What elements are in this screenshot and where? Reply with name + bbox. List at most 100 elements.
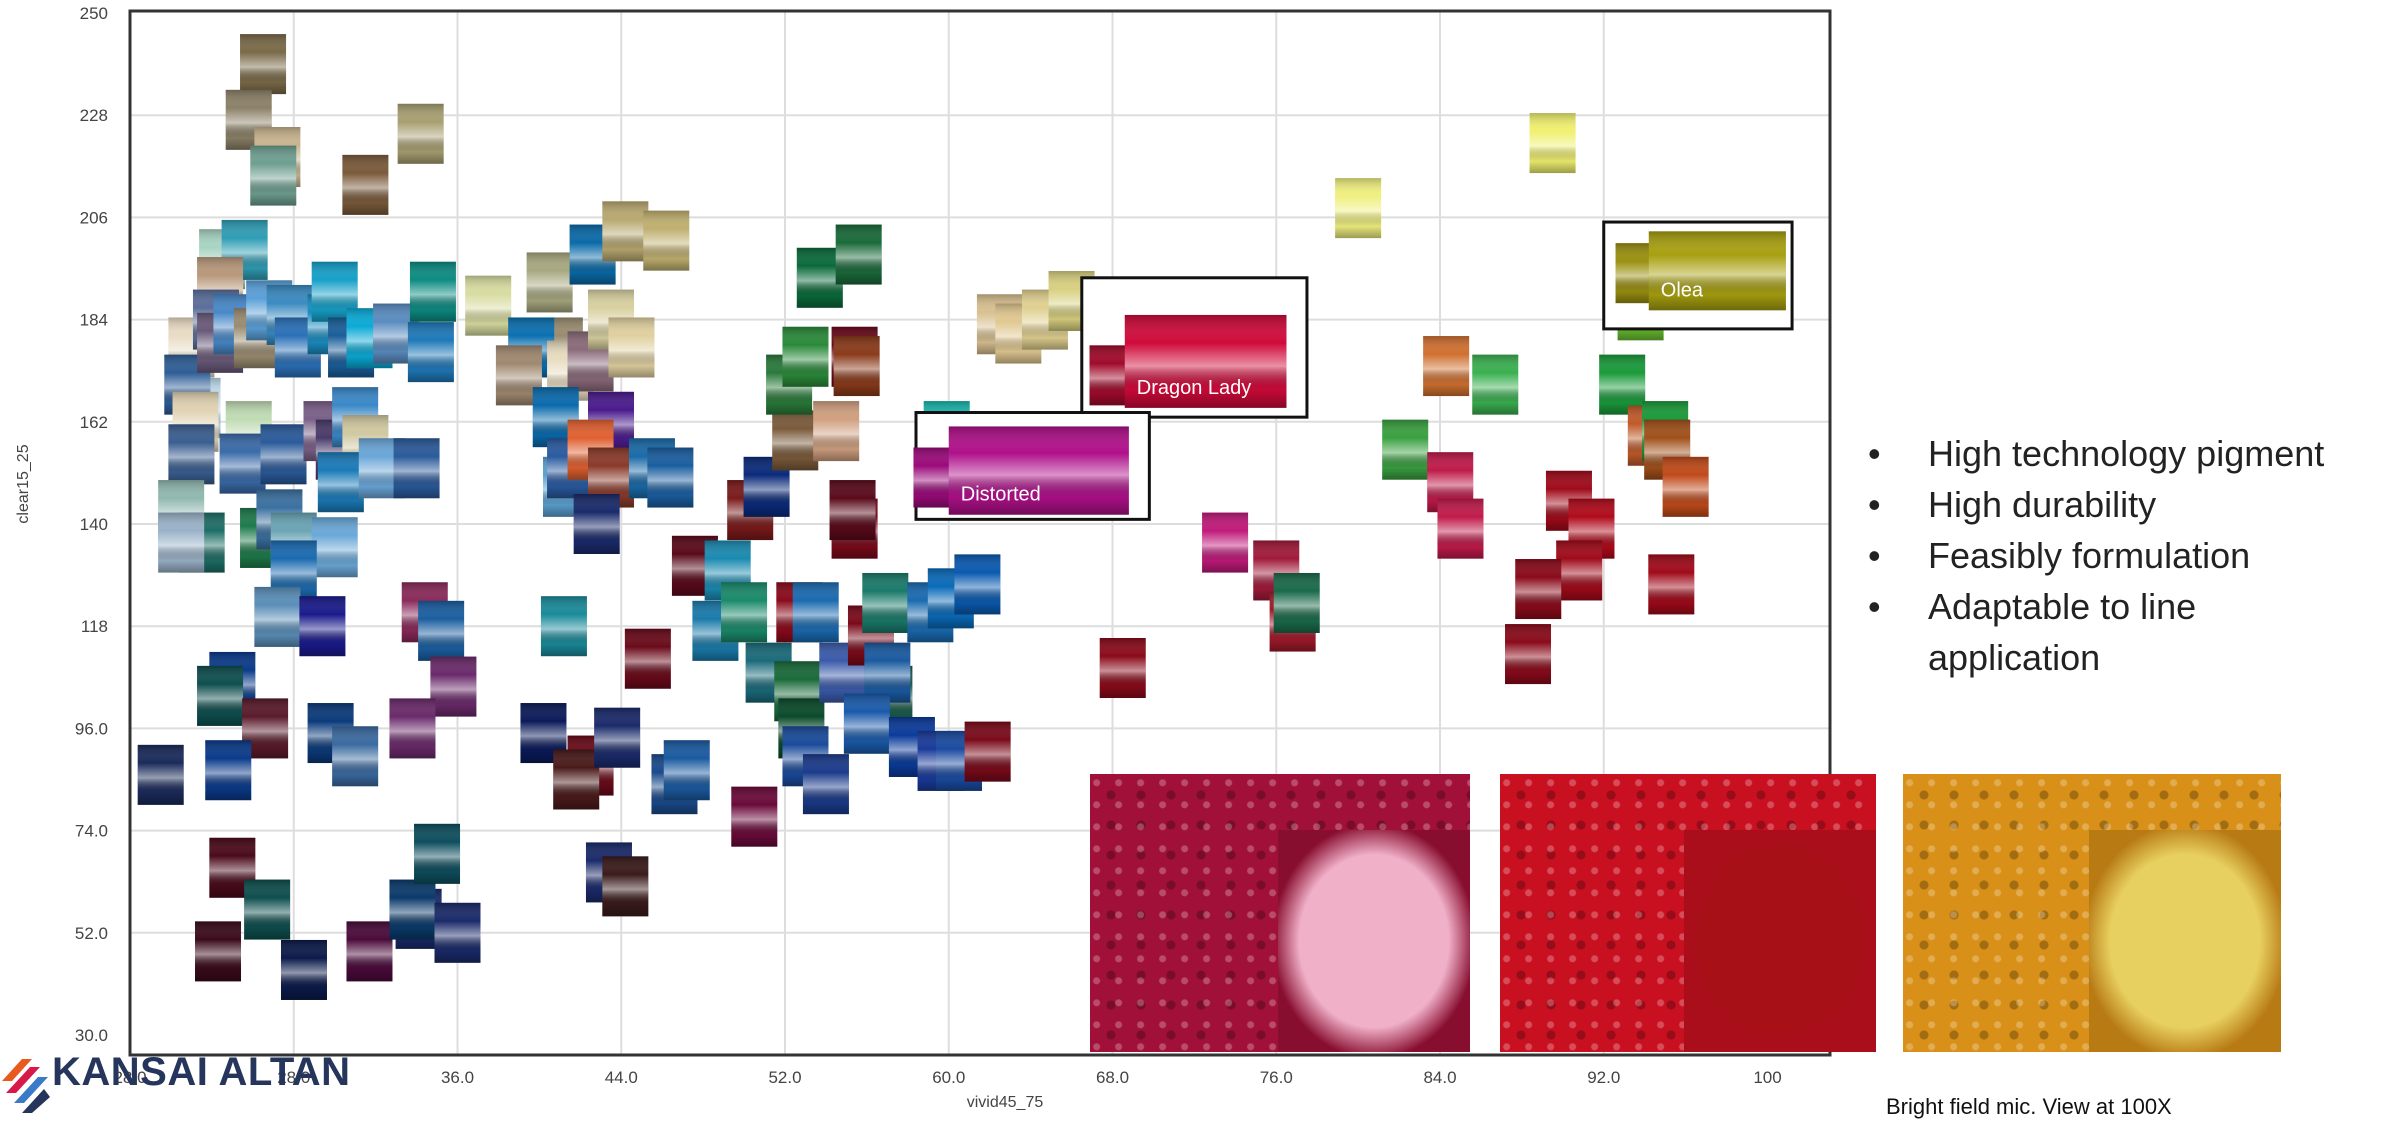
data-point xyxy=(244,879,291,940)
y-tick-label: 118 xyxy=(81,617,108,636)
callout-label: Olea xyxy=(1661,279,1704,301)
y-tick-label: 52.0 xyxy=(75,924,108,943)
data-point xyxy=(1505,624,1552,685)
tick-labels: 28.0 28.0 36.0 44.0 52.0 60.0 68.0 76.0 84.0 92.0… xyxy=(75,4,1782,1087)
data-point xyxy=(280,939,327,1000)
y-tick-label: 206 xyxy=(80,208,108,227)
data-point xyxy=(608,317,655,378)
data-point xyxy=(299,596,346,657)
data-point xyxy=(721,582,768,643)
data-point xyxy=(311,517,358,578)
data-point xyxy=(663,740,710,801)
logo-text: KANSAI ALTAN xyxy=(52,1050,351,1094)
data-point xyxy=(835,224,882,285)
y-tick-label: 250 xyxy=(80,4,108,23)
data-point xyxy=(418,600,465,661)
x-tick-label: 36.0 xyxy=(441,1068,474,1087)
plot-frame xyxy=(128,9,1832,1057)
data-point xyxy=(137,744,184,805)
data-points xyxy=(137,34,1709,1000)
data-point xyxy=(602,201,649,262)
data-point xyxy=(254,586,301,647)
y-axis-label: clear15_25 xyxy=(15,444,32,523)
micrograph-caption: Bright field mic. View at 100X xyxy=(1886,1094,2172,1119)
data-point xyxy=(389,698,436,759)
data-point xyxy=(414,823,461,884)
data-point xyxy=(407,322,454,383)
y-tick-label: 30.0 xyxy=(75,1026,108,1045)
data-point xyxy=(346,921,393,982)
data-point xyxy=(197,665,244,726)
data-point xyxy=(1202,512,1249,573)
y-tick-label: 162 xyxy=(80,413,108,432)
data-point xyxy=(813,401,860,462)
data-point xyxy=(260,424,307,485)
data-point xyxy=(1273,572,1320,633)
callout: Dragon Lady xyxy=(1080,276,1309,419)
data-point xyxy=(1099,638,1146,699)
data-point xyxy=(1529,113,1576,174)
data-point xyxy=(1599,354,1646,415)
data-point xyxy=(1515,559,1562,620)
data-point xyxy=(1648,554,1695,615)
x-axis-label: vivid45_75 xyxy=(967,1094,1044,1111)
data-point xyxy=(602,856,649,917)
data-point xyxy=(731,786,778,847)
data-point xyxy=(843,693,890,754)
data-point xyxy=(1423,336,1470,397)
data-point xyxy=(954,554,1001,615)
y-tick-label: 184 xyxy=(80,311,108,330)
data-point xyxy=(332,726,379,787)
callout-label: Distorted xyxy=(961,484,1041,506)
data-point xyxy=(964,721,1011,782)
data-point xyxy=(829,480,876,541)
x-tick-label: 68.0 xyxy=(1096,1068,1129,1087)
x-tick-label: 60.0 xyxy=(932,1068,965,1087)
data-point xyxy=(573,494,620,554)
data-point xyxy=(465,275,512,336)
bullet-item: Feasibly formulation xyxy=(1868,530,2378,581)
data-point xyxy=(540,596,587,657)
data-point xyxy=(520,703,567,764)
data-point xyxy=(1556,540,1603,601)
y-tick-label: 96.0 xyxy=(75,719,108,738)
data-point xyxy=(168,424,215,485)
data-point xyxy=(1472,354,1519,415)
data-point xyxy=(240,34,287,95)
data-point xyxy=(397,103,444,164)
y-tick-label: 228 xyxy=(80,106,108,125)
callout: Olea xyxy=(1602,220,1794,331)
data-point xyxy=(594,707,641,768)
data-point xyxy=(1662,456,1709,517)
data-point xyxy=(833,336,880,397)
y-tick-label: 74.0 xyxy=(75,822,108,841)
data-point xyxy=(526,252,573,313)
data-point xyxy=(772,410,819,471)
x-tick-label: 52.0 xyxy=(768,1068,801,1087)
bullet-item: High durability xyxy=(1868,479,2378,530)
data-point xyxy=(782,326,829,387)
data-point xyxy=(409,261,456,322)
x-tick-label: 76.0 xyxy=(1260,1068,1293,1087)
data-point xyxy=(643,210,690,271)
data-point xyxy=(802,754,849,815)
data-point xyxy=(862,572,909,633)
data-point xyxy=(195,921,242,982)
micrograph-inset xyxy=(1278,830,1470,1052)
data-point xyxy=(624,628,671,689)
data-point xyxy=(647,447,694,508)
data-point xyxy=(553,749,600,810)
data-point xyxy=(250,145,297,206)
kansai-altan-logo xyxy=(2,1059,50,1113)
data-point xyxy=(1335,178,1382,239)
y-tick-label: 140 xyxy=(80,515,108,534)
data-point xyxy=(389,879,436,940)
micrograph-red-pink xyxy=(1090,774,1470,1052)
micrograph-red xyxy=(1500,774,1876,1052)
data-point xyxy=(430,656,477,717)
data-point xyxy=(219,433,266,494)
x-tick-label: 84.0 xyxy=(1423,1068,1456,1087)
bullet-item: High technology pigment xyxy=(1868,428,2378,479)
x-tick-label: 28.0 xyxy=(277,1068,310,1087)
